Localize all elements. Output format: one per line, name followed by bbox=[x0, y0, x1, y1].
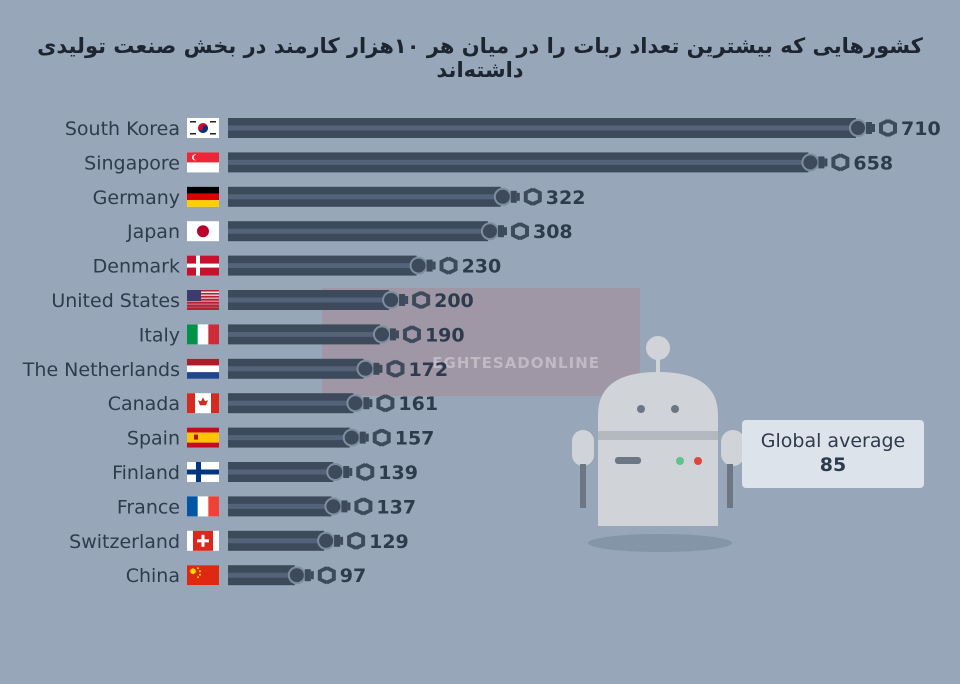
bars-layer: South Korea 710 Singapore 658 Germany 322 Japa… bbox=[22, 118, 941, 587]
bar bbox=[228, 393, 395, 414]
bar bbox=[228, 186, 542, 207]
bar bbox=[228, 496, 373, 517]
value-label: 190 bbox=[425, 324, 465, 346]
value-label: 200 bbox=[434, 290, 474, 312]
canada-flag bbox=[187, 393, 219, 414]
country-label: Singapore bbox=[84, 152, 180, 174]
value-label: 172 bbox=[408, 359, 448, 381]
country-label: South Korea bbox=[65, 118, 180, 140]
south-korea-flag bbox=[187, 118, 219, 138]
denmark-flag bbox=[187, 255, 219, 276]
united-states-flag bbox=[187, 290, 219, 310]
bar bbox=[228, 565, 336, 586]
bar-row: Canada 161 bbox=[108, 393, 438, 415]
country-label: Canada bbox=[108, 393, 180, 415]
bar-row: Finland 139 bbox=[112, 462, 418, 484]
bar bbox=[228, 290, 431, 310]
finland-flag bbox=[187, 462, 219, 482]
bar-row: Japan 308 bbox=[126, 221, 573, 243]
china-flag bbox=[187, 565, 219, 586]
bar-row: The Netherlands 172 bbox=[22, 358, 448, 381]
country-label: France bbox=[117, 496, 180, 518]
bar bbox=[228, 462, 375, 482]
value-label: 97 bbox=[340, 565, 366, 587]
value-label: 129 bbox=[369, 531, 409, 553]
singapore-flag bbox=[187, 152, 219, 173]
switzerland-flag bbox=[187, 530, 219, 551]
bar bbox=[228, 221, 529, 242]
country-label: China bbox=[126, 565, 180, 587]
germany-flag bbox=[187, 186, 219, 207]
value-label: 161 bbox=[398, 393, 438, 415]
country-label: Switzerland bbox=[69, 531, 180, 553]
bar bbox=[228, 118, 897, 138]
country-label: Finland bbox=[112, 462, 180, 484]
bar-row: Germany 322 bbox=[93, 186, 586, 209]
spain-flag bbox=[187, 427, 219, 448]
bar-row: Singapore 658 bbox=[84, 152, 893, 174]
bar bbox=[228, 427, 391, 448]
country-label: Denmark bbox=[93, 256, 180, 278]
bar-row: Italy 190 bbox=[139, 324, 465, 346]
global-average-box: Global average 85 bbox=[742, 420, 924, 488]
value-label: 137 bbox=[376, 496, 416, 518]
bar-row: Spain 157 bbox=[127, 427, 435, 450]
country-label: Germany bbox=[93, 187, 180, 209]
country-label: United States bbox=[51, 290, 180, 312]
bar bbox=[228, 152, 850, 173]
bar bbox=[228, 358, 405, 379]
value-label: 710 bbox=[901, 118, 941, 140]
value-label: 322 bbox=[546, 187, 586, 209]
bar-row: Switzerland 129 bbox=[69, 530, 409, 553]
bar-row: France 137 bbox=[117, 496, 416, 518]
bar bbox=[228, 324, 421, 345]
watermark-text: EGHTESADONLINE bbox=[432, 354, 600, 372]
country-label: The Netherlands bbox=[22, 359, 180, 381]
bar bbox=[228, 530, 366, 551]
value-label: 157 bbox=[395, 428, 435, 450]
page-title: کشورهایی که بیشترین تعداد ربات را در میا… bbox=[37, 34, 923, 82]
netherlands-flag bbox=[187, 358, 219, 379]
country-label: Japan bbox=[126, 221, 180, 243]
value-label: 139 bbox=[378, 462, 418, 484]
value-label: 308 bbox=[533, 221, 573, 243]
bar bbox=[228, 255, 458, 276]
value-label: 230 bbox=[462, 256, 502, 278]
bar-row: China 97 bbox=[126, 565, 366, 587]
japan-flag bbox=[187, 221, 219, 242]
global-average-label: Global average bbox=[760, 430, 906, 452]
country-label: Italy bbox=[139, 324, 180, 346]
country-label: Spain bbox=[127, 428, 180, 450]
value-label: 658 bbox=[853, 152, 893, 174]
bar-row: United States 200 bbox=[51, 290, 474, 312]
robot-illustration bbox=[572, 336, 745, 552]
italy-flag bbox=[187, 324, 219, 345]
bar-row: Denmark 230 bbox=[93, 255, 502, 278]
global-average-value: 85 bbox=[819, 454, 847, 476]
bar-row: South Korea 710 bbox=[65, 118, 941, 140]
france-flag bbox=[187, 496, 219, 517]
